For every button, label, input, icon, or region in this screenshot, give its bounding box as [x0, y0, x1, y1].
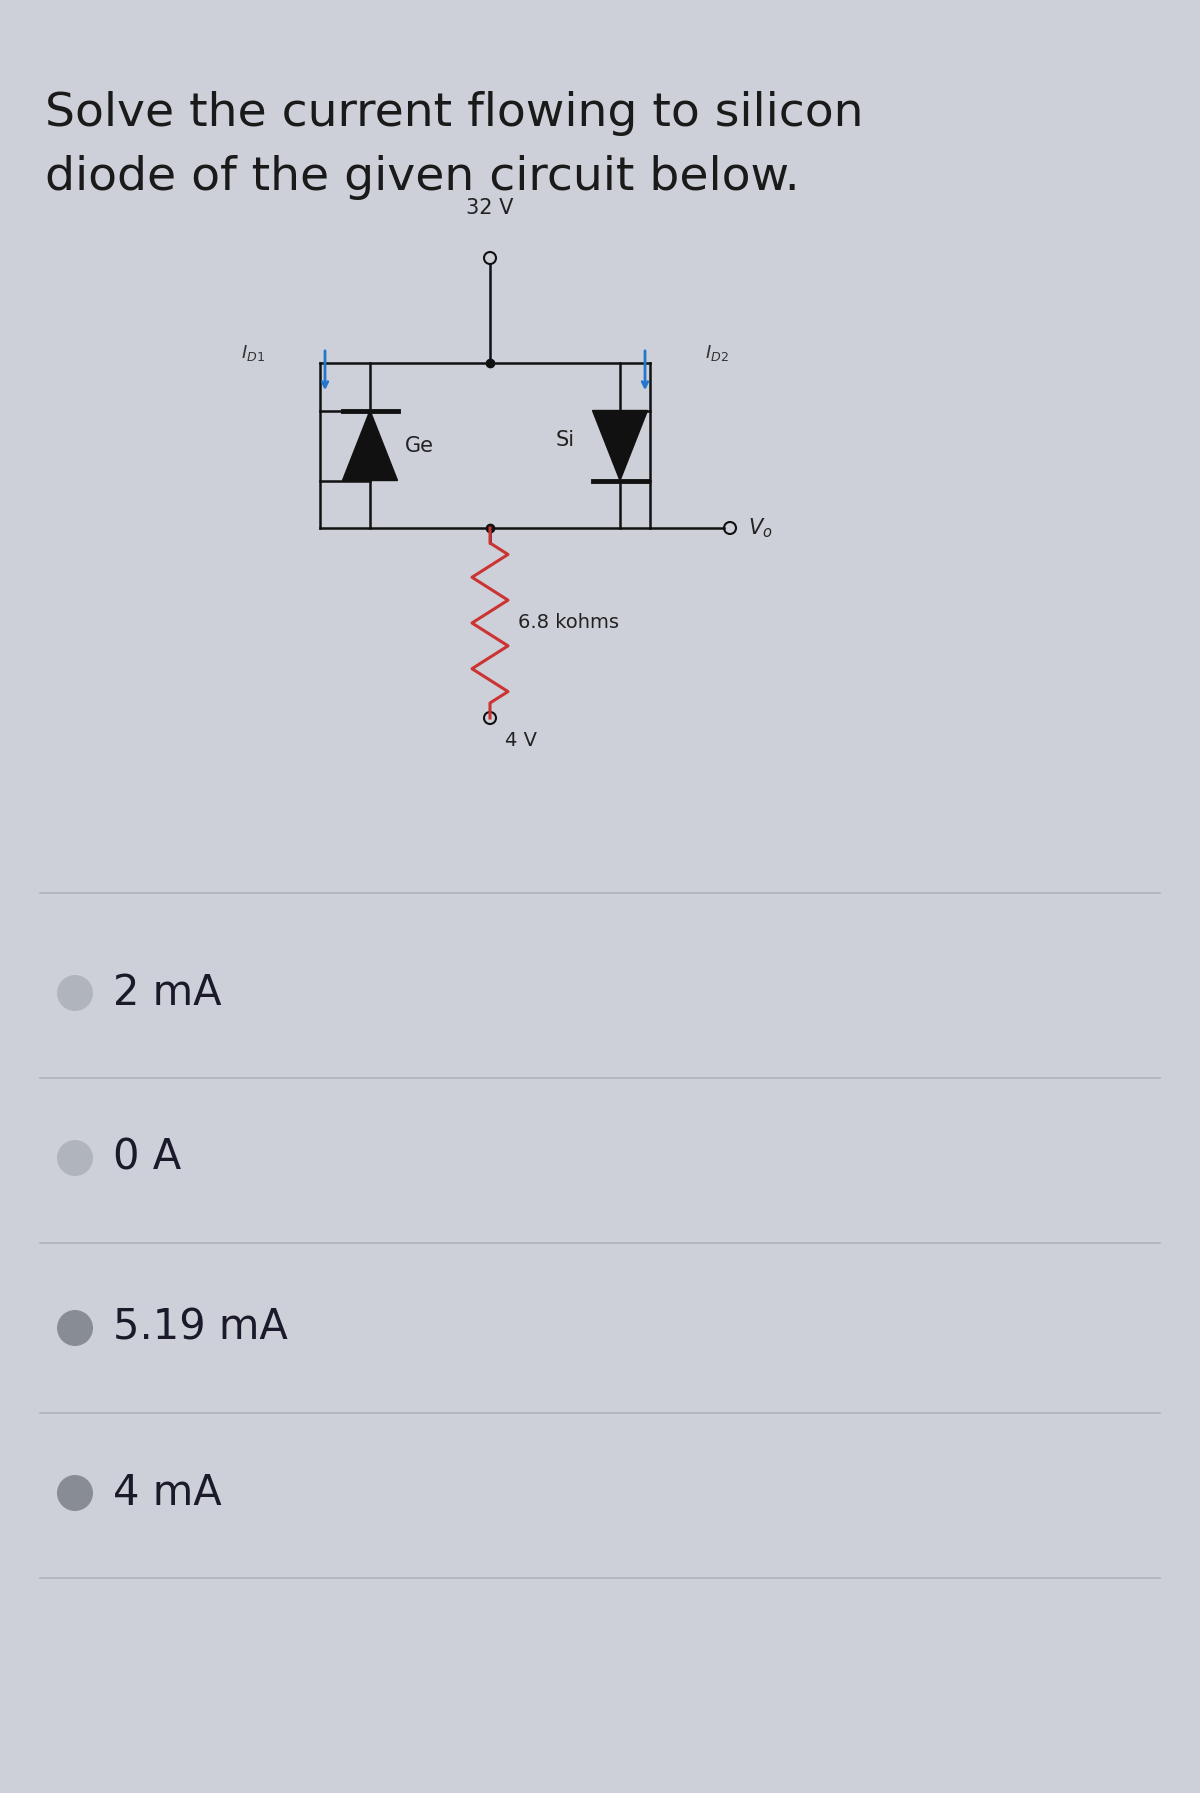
Text: $I_{D1}$: $I_{D1}$: [241, 342, 265, 362]
Text: Si: Si: [556, 430, 575, 450]
Text: 5.19 mA: 5.19 mA: [113, 1307, 288, 1348]
Circle shape: [58, 1140, 94, 1176]
Circle shape: [58, 1311, 94, 1347]
Text: 0 A: 0 A: [113, 1137, 181, 1180]
Text: 4 mA: 4 mA: [113, 1472, 222, 1513]
Circle shape: [58, 975, 94, 1011]
Text: 2 mA: 2 mA: [113, 972, 222, 1015]
Text: 6.8 kohms: 6.8 kohms: [518, 613, 619, 633]
Text: Ge: Ge: [406, 436, 434, 455]
Polygon shape: [593, 411, 648, 481]
Text: $I_{D2}$: $I_{D2}$: [706, 342, 728, 362]
Text: Solve the current flowing to silicon: Solve the current flowing to silicon: [46, 90, 864, 136]
Polygon shape: [342, 411, 397, 481]
Text: 32 V: 32 V: [467, 197, 514, 219]
Text: $V_o$: $V_o$: [748, 516, 773, 540]
Text: diode of the given circuit below.: diode of the given circuit below.: [46, 156, 799, 201]
Circle shape: [58, 1476, 94, 1511]
Text: 4 V: 4 V: [505, 730, 538, 749]
